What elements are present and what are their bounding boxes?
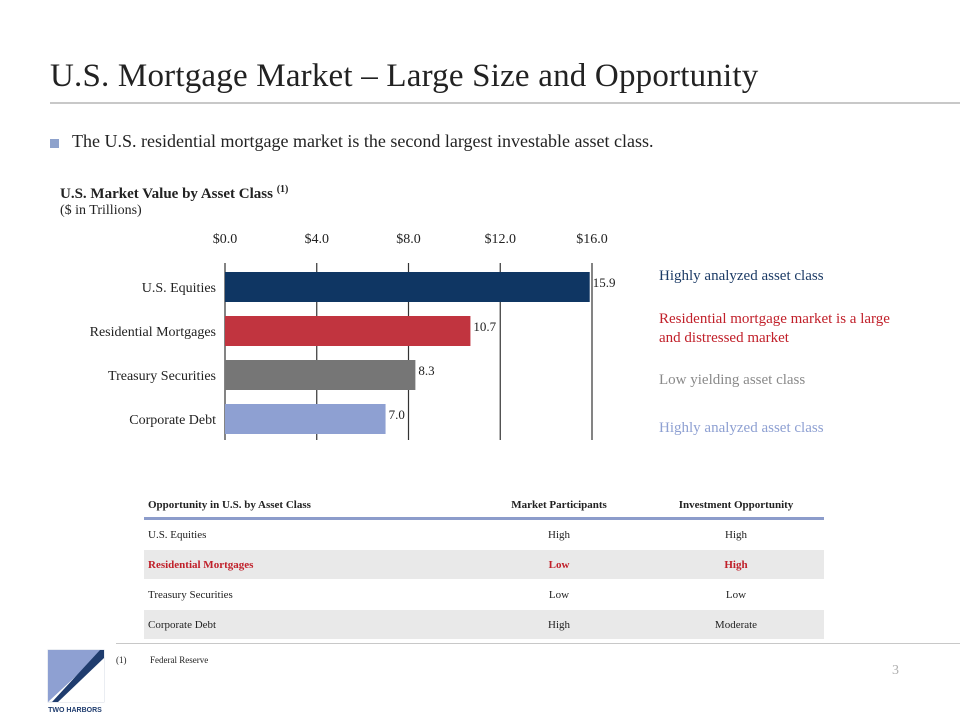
table-cell-participants: Low — [470, 579, 648, 610]
table-cell-participants: Low — [470, 549, 648, 580]
callout-treasury: Low yielding asset class — [659, 372, 806, 388]
title-divider — [50, 102, 960, 104]
table-cell-asset: U.S. Equities — [144, 518, 470, 550]
x-tick-label: $0.0 — [213, 232, 238, 247]
x-tick-label: $16.0 — [576, 232, 608, 247]
table-row-highlighted: Residential Mortgages Low High — [144, 549, 824, 580]
table-row: Corporate Debt High Moderate — [144, 609, 824, 640]
table-header-asset: Opportunity in U.S. by Asset Class — [144, 493, 470, 520]
table-cell-participants: High — [470, 518, 648, 550]
category-label: U.S. Equities — [142, 281, 216, 296]
page-number: 3 — [892, 663, 899, 678]
value-label: 7.0 — [389, 407, 405, 422]
category-label: Corporate Debt — [129, 413, 216, 428]
logo-wordmark: TWO HARBORS — [48, 707, 102, 714]
x-tick-label: $8.0 — [396, 232, 421, 247]
x-tick-label: $12.0 — [485, 232, 517, 247]
chart-title-text: U.S. Market Value by Asset Class — [60, 186, 273, 202]
two-harbors-logo: TWO HARBORS — [47, 649, 105, 714]
opportunity-table: Opportunity in U.S. by Asset Class Marke… — [144, 493, 824, 640]
chart-category-labels: U.S. Equities Residential Mortgages Treasu… — [90, 281, 216, 428]
bar — [225, 404, 386, 434]
chart-title-footnote-ref: (1) — [276, 184, 289, 195]
category-label: Treasury Securities — [108, 369, 216, 384]
value-label: 10.7 — [473, 319, 496, 334]
table-cell-opportunity: High — [648, 518, 824, 550]
footnote-number: (1) — [116, 655, 127, 665]
value-label: 8.3 — [418, 363, 434, 378]
callout-equities: Highly analyzed asset class — [659, 268, 824, 284]
category-label: Residential Mortgages — [90, 325, 216, 340]
table-row: Treasury Securities Low Low — [144, 579, 824, 610]
table-cell-asset: Treasury Securities — [144, 579, 470, 610]
table-cell-opportunity: High — [648, 549, 824, 580]
table-header-opportunity: Investment Opportunity — [648, 493, 824, 520]
bullet-text: The U.S. residential mortgage market is … — [72, 131, 654, 151]
callout-corporate: Highly analyzed asset class — [659, 420, 824, 436]
chart-value-labels: 15.9 10.7 8.3 7.0 — [389, 275, 616, 422]
footnote-text: Federal Reserve — [150, 655, 209, 665]
table-cell-opportunity: Low — [648, 579, 824, 610]
table-cell-asset: Residential Mortgages — [144, 549, 470, 580]
bullet-square-icon — [50, 139, 59, 148]
chart-x-axis: $0.0 $4.0 $8.0 $12.0 $16.0 — [213, 232, 608, 247]
table-cell-participants: High — [470, 609, 648, 640]
slide-title: U.S. Mortgage Market – Large Size and Op… — [50, 58, 759, 94]
chart-bars — [225, 272, 590, 434]
table-cell-opportunity: Moderate — [648, 609, 824, 640]
chart-subtitle: ($ in Trillions) — [60, 203, 142, 218]
chart-title: U.S. Market Value by Asset Class (1) — [60, 184, 288, 203]
table-header-participants: Market Participants — [470, 493, 648, 520]
x-tick-label: $4.0 — [305, 232, 330, 247]
bar — [225, 272, 590, 302]
footer-divider — [116, 643, 960, 644]
table-header-row: Opportunity in U.S. by Asset Class Marke… — [144, 493, 824, 520]
value-label: 15.9 — [593, 275, 616, 290]
table-row: U.S. Equities High High — [144, 518, 824, 550]
bar — [225, 316, 471, 346]
market-value-bar-chart: $0.0 $4.0 $8.0 $12.0 $16.0 U.S. Equities Resi… — [90, 232, 616, 440]
callout-mortgages: Residential mortgage market is a large a… — [659, 311, 890, 346]
bar — [225, 360, 416, 390]
table-cell-asset: Corporate Debt — [144, 609, 470, 640]
